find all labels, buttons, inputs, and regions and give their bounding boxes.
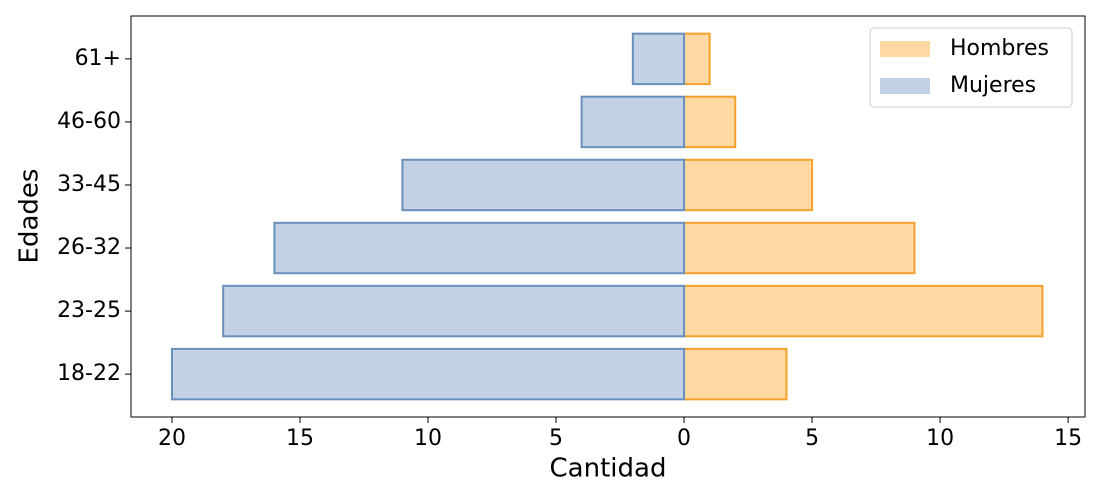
x-tick-label: 10 <box>414 426 442 451</box>
x-tick-label: 10 <box>926 426 954 451</box>
bar <box>683 347 788 401</box>
x-tick-label: 20 <box>158 426 186 451</box>
bar <box>631 32 686 86</box>
bar <box>683 221 916 275</box>
bar <box>580 95 686 149</box>
y-tick-label: 61+ <box>75 46 121 71</box>
legend-swatch <box>880 78 930 94</box>
y-tick-label: 18-22 <box>57 361 121 386</box>
bar <box>401 158 686 212</box>
bar <box>273 221 686 275</box>
y-tick-label: 26-32 <box>57 235 121 260</box>
x-tick-label: 15 <box>1054 426 1082 451</box>
y-axis-label: Edades <box>15 169 45 264</box>
bar <box>683 284 1044 338</box>
x-tick-label: 5 <box>805 426 819 451</box>
y-tick-label: 33-45 <box>57 172 121 197</box>
y-tick-label: 46-60 <box>57 109 121 134</box>
legend-label: Mujeres <box>950 73 1036 98</box>
bar <box>683 32 711 86</box>
bar <box>683 158 814 212</box>
x-tick-label: 15 <box>286 426 314 451</box>
x-tick-label: 0 <box>677 426 691 451</box>
legend-label: Hombres <box>950 36 1049 61</box>
bar <box>683 95 737 149</box>
x-axis-label: Cantidad <box>550 454 667 484</box>
y-tick-label: 23-25 <box>57 298 121 323</box>
plot-frame <box>130 15 1086 418</box>
x-tick-label: 5 <box>549 426 563 451</box>
bar <box>170 347 686 401</box>
legend-swatch <box>880 41 930 57</box>
bar <box>222 284 686 338</box>
